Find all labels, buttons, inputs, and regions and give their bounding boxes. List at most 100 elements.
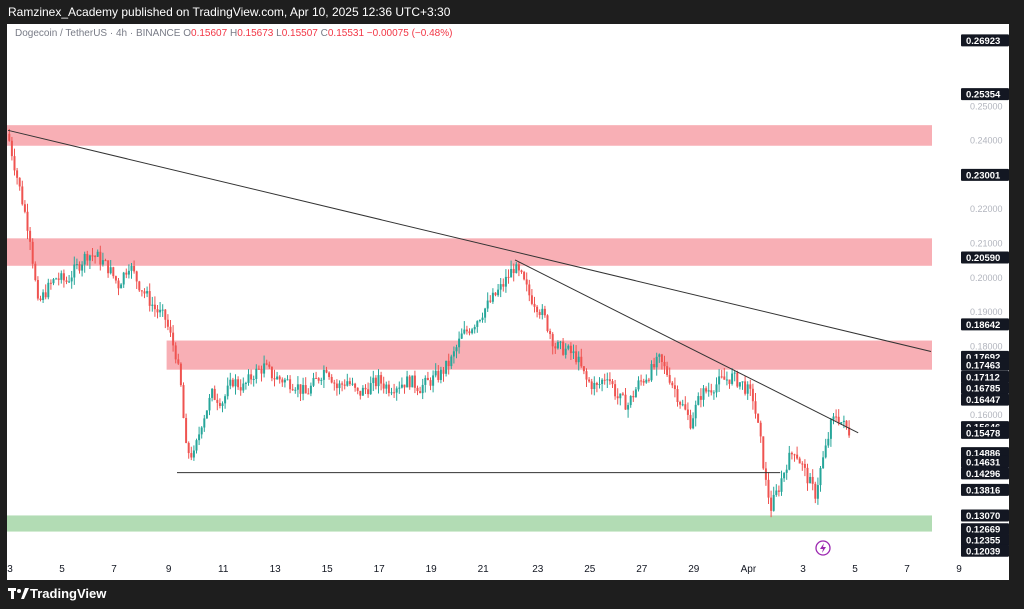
low-value: 0.15507 [281, 28, 318, 39]
candle-body [478, 319, 481, 322]
price-tag-label: 0.18642 [966, 320, 1000, 331]
candle-body [55, 278, 58, 280]
y-tick-label: 0.16000 [970, 410, 1003, 420]
footer-bar: TradingView [0, 580, 1024, 609]
candle-body [671, 382, 674, 386]
price-tag-label: 0.16785 [966, 384, 1001, 395]
candle-body [783, 472, 786, 479]
candle-body [81, 264, 84, 271]
candle-body [541, 308, 544, 316]
x-tick-label: 29 [688, 564, 700, 575]
candle-body [211, 388, 214, 398]
candle-body [842, 420, 845, 423]
candle-body [549, 330, 552, 335]
candle-body [296, 384, 299, 390]
candle-body [575, 351, 578, 363]
candle-body [320, 379, 323, 381]
candle-body [551, 334, 554, 347]
candle-body [294, 389, 297, 391]
candle-body [312, 377, 315, 386]
candle-body [359, 390, 362, 396]
price-tag-label: 0.25354 [966, 90, 1001, 101]
candle-body [361, 387, 364, 396]
candle-body [107, 260, 110, 274]
candle-body [738, 382, 741, 387]
candle-body [689, 414, 692, 429]
candle-body [226, 385, 229, 397]
candle-body [57, 278, 60, 280]
candle-body [632, 396, 635, 398]
candle-body [829, 419, 832, 439]
price-tag-label: 0.17463 [966, 360, 1000, 371]
candle-body [608, 379, 611, 382]
candle-body [764, 468, 767, 480]
y-tick-label: 0.25000 [970, 101, 1003, 111]
resistance-zone-1 [7, 238, 932, 266]
candle-body [562, 341, 565, 355]
candle-body [616, 396, 619, 399]
candle-body [429, 380, 432, 386]
candle-body [595, 382, 598, 385]
candle-body [309, 385, 312, 394]
candle-body [216, 399, 219, 403]
candle-body [822, 457, 825, 469]
candle-body [416, 387, 419, 392]
candle-body [330, 376, 333, 383]
chart-panel[interactable]: 0.25000 0.24000 0.22000 0.21000 0.20000 0.190… [7, 24, 1019, 580]
candle-body [421, 384, 424, 394]
candle-body [580, 356, 583, 367]
candle-body [835, 416, 838, 418]
candle-body [335, 383, 338, 389]
candle-body [198, 434, 201, 441]
candle-body [346, 381, 349, 386]
price-tag-box [961, 509, 1009, 522]
candle-body [47, 282, 50, 298]
candle-body [354, 383, 357, 388]
y-tick-label: 0.24000 [970, 136, 1003, 146]
candle-body [411, 375, 414, 388]
candle-body [533, 303, 536, 307]
candle-body [364, 387, 367, 390]
candle-body [611, 381, 614, 385]
candle-body [647, 379, 650, 381]
candle-body [73, 264, 76, 278]
candle-body [120, 284, 123, 289]
candle-body [582, 366, 585, 372]
candle-body [629, 396, 632, 406]
candle-body [432, 375, 435, 386]
candle-body [187, 442, 190, 454]
price-tag-label: 0.12669 [966, 525, 1000, 536]
candle-body [270, 366, 273, 379]
candle-body [96, 251, 99, 257]
price-chart[interactable]: 0.25000 0.24000 0.22000 0.21000 0.20000 0.190… [7, 24, 1019, 580]
candle-body [257, 368, 260, 370]
candle-body [458, 338, 461, 348]
candle-body [151, 304, 154, 306]
candle-body [34, 263, 37, 280]
price-tag-label: 0.15478 [966, 428, 1000, 439]
candle-body [244, 382, 247, 384]
price-tag-label: 0.13070 [966, 511, 1000, 522]
candle-body [406, 376, 409, 388]
symbol-legend: Dogecoin / TetherUS · 4h · BINANCE O0.15… [15, 28, 452, 39]
candle-body [156, 309, 159, 313]
lightning-icon[interactable] [815, 540, 831, 556]
candle-body [528, 284, 531, 296]
candle-body [291, 389, 294, 391]
candle-body [283, 379, 286, 383]
candle-body [484, 308, 487, 318]
candle-body [263, 363, 266, 374]
candle-body [819, 468, 822, 486]
candle-body [135, 271, 138, 282]
candle-body [837, 416, 840, 424]
candle-body [759, 422, 762, 437]
change-value: −0.00075 (−0.48%) [366, 28, 453, 39]
candle-body [101, 260, 104, 265]
price-tag-box [961, 455, 1009, 468]
candle-body [83, 253, 86, 265]
candle-body [239, 387, 242, 391]
candle-body [49, 282, 52, 284]
candle-body [130, 265, 133, 271]
candle-body [697, 396, 700, 405]
resistance-zone-2 [166, 340, 933, 370]
